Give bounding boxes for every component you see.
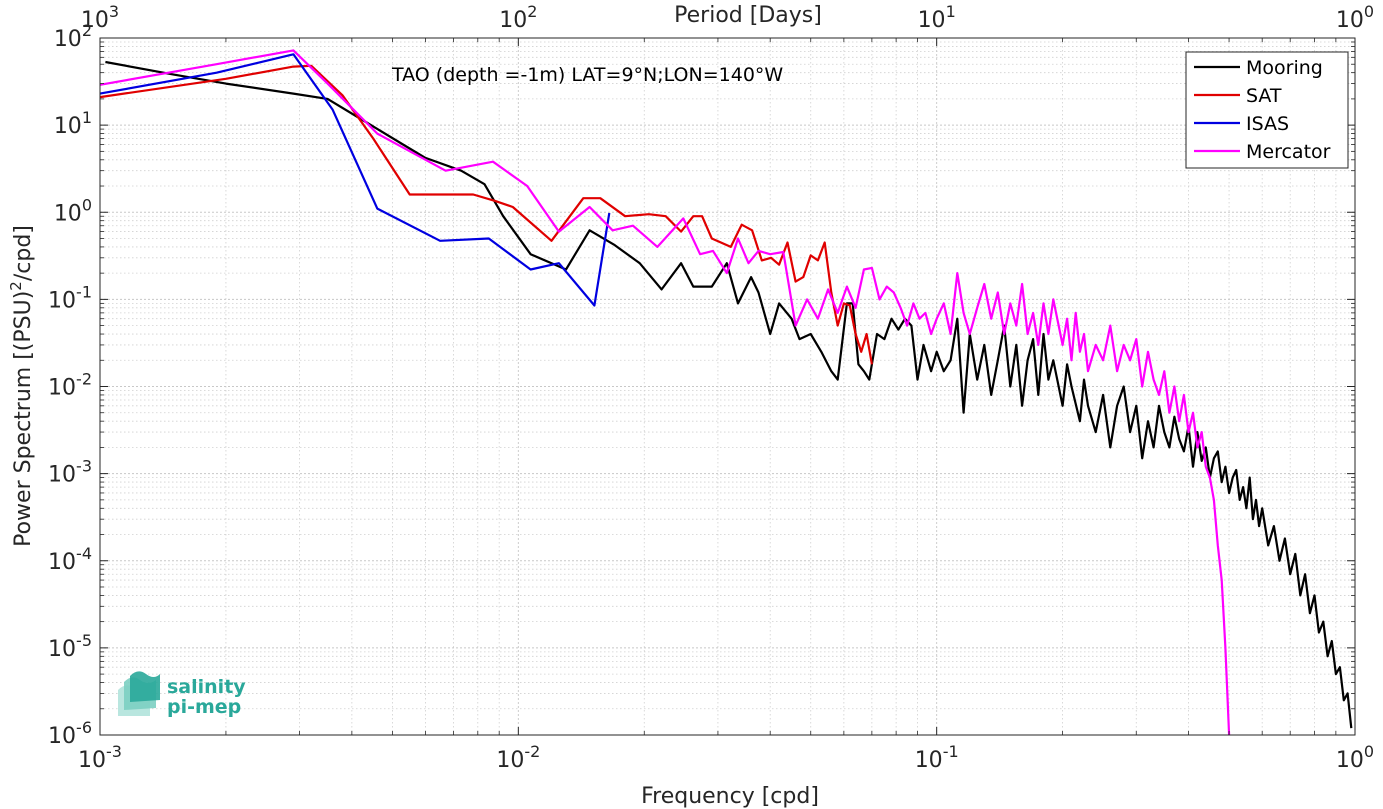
y-tick-label: 101: [54, 108, 92, 139]
top-tick-label: 100: [1336, 2, 1374, 33]
y-axis-label-main: Power Spectrum [(PSU): [11, 291, 36, 547]
y-tick-base: 10: [48, 724, 76, 749]
logo-text-salinity: salinity: [167, 676, 246, 698]
x-tick-label: 100: [1336, 742, 1374, 773]
y-tick-label: 100: [54, 195, 92, 226]
y-tick-base: 10: [48, 376, 76, 401]
top-tick-exp: 3: [109, 2, 119, 21]
legend-label-sat: SAT: [1246, 85, 1282, 107]
y-tick-label: 10-5: [48, 631, 92, 662]
y-tick-exp: -1: [76, 282, 92, 301]
salinity-pi-mep-logo: salinity pi-mep: [118, 671, 246, 718]
legend-label-mercator: Mercator: [1246, 141, 1331, 163]
top-tick-label: 102: [499, 2, 537, 33]
logo-mark-icon: [118, 671, 160, 716]
y-tick-base: 10: [54, 114, 82, 139]
x-tick-base: 10: [78, 748, 106, 773]
y-tick-base: 10: [54, 27, 82, 52]
x-tick-label: 10-3: [78, 742, 122, 773]
top-tick-base: 10: [918, 8, 946, 33]
x-tick-exp: -2: [524, 742, 540, 761]
y-tick-label: 10-4: [48, 544, 92, 575]
logo-text-pi-mep: pi-mep: [167, 696, 241, 718]
x-tick-exp: -1: [943, 742, 959, 761]
series-line-sat: [99, 64, 873, 365]
chart-title: TAO (depth =-1m) LAT=9°N;LON=140°W: [391, 64, 783, 86]
top-tick-base: 10: [499, 8, 527, 33]
top-axis-label: Period [Days]: [674, 3, 822, 28]
legend-label-mooring: Mooring: [1246, 57, 1323, 79]
x-axis-label: Frequency [cpd]: [641, 784, 819, 809]
y-axis-label: Power Spectrum [(PSU)2/cpd]: [7, 225, 36, 547]
x-tick-label: 10-2: [496, 742, 540, 773]
y-tick-base: 10: [48, 637, 76, 662]
y-tick-label: 10-1: [48, 282, 92, 313]
y-tick-exp: 0: [82, 195, 92, 214]
y-tick-label: 10-2: [48, 370, 92, 401]
y-tick-label: 10-3: [48, 457, 92, 488]
tick-marks: [99, 37, 1356, 736]
series-line-mercator: [99, 49, 1231, 736]
x-tick-label: 10-1: [915, 742, 959, 773]
y-tick-base: 10: [48, 463, 76, 488]
top-tick-label: 103: [81, 2, 119, 33]
top-tick-exp: 2: [527, 2, 537, 21]
top-tick-base: 10: [81, 8, 109, 33]
x-tick-base: 10: [915, 748, 943, 773]
legend-label-isas: ISAS: [1246, 113, 1289, 135]
y-tick-exp: -5: [76, 631, 92, 650]
y-tick-base: 10: [54, 201, 82, 226]
top-tick-base: 10: [1336, 8, 1364, 33]
series-layer: [99, 49, 1353, 736]
x-tick-exp: -3: [106, 742, 122, 761]
y-tick-exp: 2: [82, 21, 92, 40]
y-tick-exp: -4: [76, 544, 92, 563]
y-tick-label: 10-6: [48, 718, 92, 749]
y-tick-base: 10: [48, 550, 76, 575]
x-tick-base: 10: [496, 748, 524, 773]
y-tick-base: 10: [48, 288, 76, 313]
x-tick-base: 10: [1336, 748, 1364, 773]
y-tick-exp: -6: [76, 718, 92, 737]
top-tick-label: 101: [918, 2, 956, 33]
legend: Mooring SAT ISAS Mercator: [1185, 51, 1349, 169]
x-tick-exp: 0: [1364, 742, 1374, 761]
y-tick-exp: -2: [76, 370, 92, 389]
y-tick-exp: -3: [76, 457, 92, 476]
y-tick-exp: 1: [82, 108, 92, 127]
y-axis-label-tail: /cpd]: [11, 225, 36, 281]
y-axis-label-sup: 2: [7, 281, 25, 291]
top-tick-exp: 1: [946, 2, 956, 21]
minor-grid: [100, 38, 1355, 735]
series-line-isas: [99, 53, 611, 307]
y-tick-label: 102: [54, 21, 92, 52]
top-tick-exp: 0: [1364, 2, 1374, 21]
legend-box: [1185, 51, 1349, 169]
series-line-mooring: [105, 60, 1353, 729]
